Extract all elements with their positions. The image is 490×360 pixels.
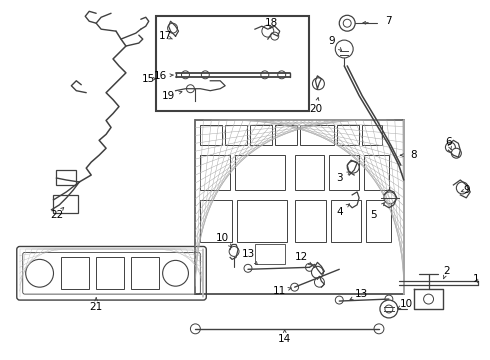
Text: 21: 21 [90,302,103,312]
Bar [156,16,310,111]
Text: 19: 19 [162,91,175,101]
Text: 22: 22 [50,210,63,220]
Text: 18: 18 [265,18,278,28]
Text: 17: 17 [159,31,172,41]
Bar [235,155,285,190]
Text: 3: 3 [336,173,343,183]
Circle shape [315,277,324,287]
Circle shape [456,182,468,194]
Bar [196,121,404,294]
Text: 6: 6 [445,137,452,147]
Circle shape [262,25,274,37]
Circle shape [343,19,351,27]
Circle shape [278,71,286,79]
Bar [329,155,359,190]
Circle shape [380,300,398,318]
Text: 9: 9 [463,185,469,195]
Circle shape [339,15,355,31]
Circle shape [385,305,393,313]
Text: 9: 9 [328,36,335,46]
Circle shape [187,85,195,93]
Circle shape [168,23,177,33]
Text: 15: 15 [142,74,155,84]
Circle shape [335,40,353,58]
Bar [56,170,76,185]
Bar [96,257,124,289]
Bar [237,200,287,242]
Bar [364,155,389,190]
Bar [225,125,247,145]
Circle shape [312,266,323,278]
Circle shape [374,324,384,334]
Text: 5: 5 [370,210,377,220]
Circle shape [424,294,434,304]
Circle shape [181,71,190,79]
Bar [275,125,296,145]
Circle shape [244,264,252,272]
Circle shape [313,78,324,90]
Bar [200,155,230,190]
Text: 11: 11 [273,286,286,296]
Circle shape [229,247,239,256]
Text: 10: 10 [216,233,229,243]
Circle shape [384,192,396,204]
Circle shape [306,264,314,271]
Text: 16: 16 [154,71,167,81]
Bar [294,155,324,190]
Bar [366,200,391,242]
Bar [200,125,222,145]
Text: 2: 2 [443,266,450,276]
Bar [255,244,285,264]
Text: 10: 10 [400,299,413,309]
Circle shape [271,32,279,40]
Text: 1: 1 [473,274,480,284]
Circle shape [347,161,359,173]
Bar [362,125,382,145]
Bar [131,257,159,289]
Text: 20: 20 [309,104,322,113]
Circle shape [335,296,343,304]
Text: 13: 13 [354,289,368,299]
Bar [53,195,78,213]
Bar [250,125,272,145]
Text: 13: 13 [242,249,255,260]
Text: 8: 8 [411,150,417,160]
Text: 14: 14 [278,334,292,344]
Circle shape [261,71,269,79]
Circle shape [445,142,455,152]
Circle shape [385,295,393,303]
Bar [200,200,232,242]
Circle shape [191,324,200,334]
Bar [294,200,326,242]
Bar [337,125,359,145]
Text: 4: 4 [336,207,343,217]
Text: 7: 7 [386,16,392,26]
Bar [61,257,89,289]
Circle shape [163,260,189,286]
Circle shape [291,283,298,291]
Circle shape [25,260,53,287]
Bar [331,200,361,242]
Circle shape [201,71,209,79]
Circle shape [451,148,461,158]
Text: 12: 12 [295,252,308,262]
Bar [299,125,334,145]
